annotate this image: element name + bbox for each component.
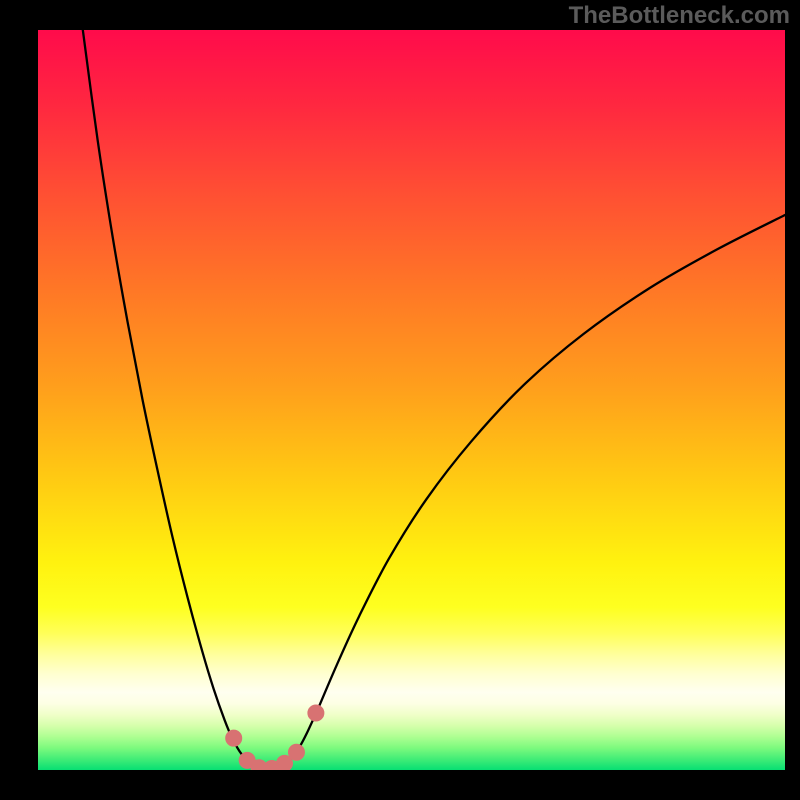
chart-svg (38, 30, 785, 770)
plot-area (38, 30, 785, 770)
gradient-background (38, 30, 785, 770)
data-marker (308, 705, 324, 721)
data-marker (288, 744, 304, 760)
watermark-text: TheBottleneck.com (569, 2, 790, 30)
data-marker (226, 730, 242, 746)
